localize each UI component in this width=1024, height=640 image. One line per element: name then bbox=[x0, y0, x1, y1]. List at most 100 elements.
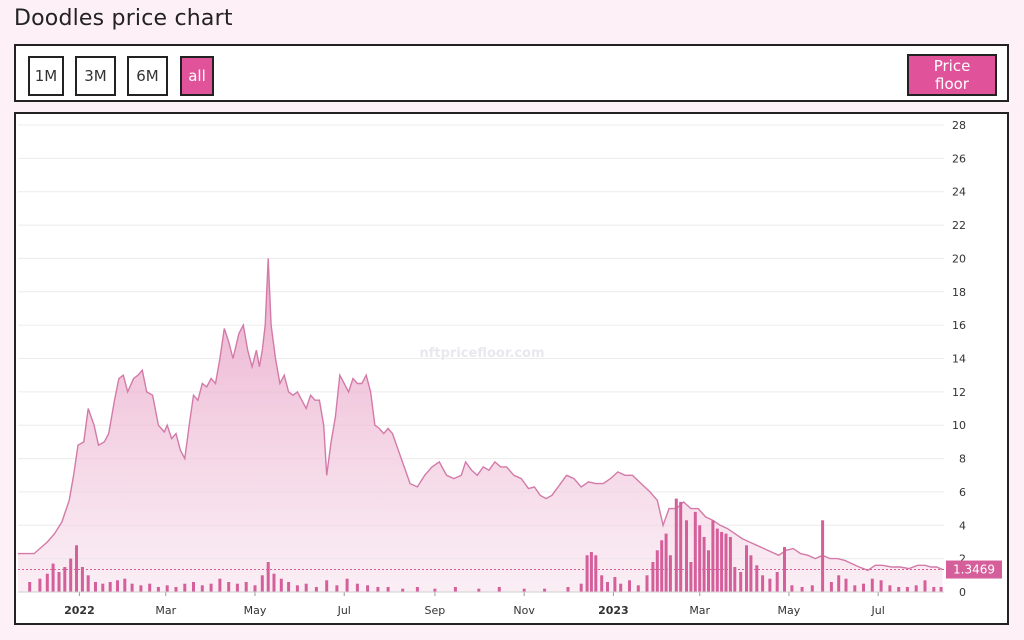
y-tick-label: 18 bbox=[952, 286, 966, 299]
price-chart[interactable]: nftpricefloor.com 0246810121416182022242… bbox=[16, 114, 1007, 623]
last-value-marker: 1.3469 bbox=[18, 560, 1002, 579]
volume-bar bbox=[585, 555, 589, 592]
volume-bar bbox=[810, 585, 814, 592]
range-6m-button[interactable]: 6M bbox=[127, 56, 168, 96]
range-1m-button[interactable]: 1M bbox=[28, 56, 64, 96]
volume-bar bbox=[38, 578, 42, 592]
volume-bar bbox=[366, 585, 370, 592]
volume-bar bbox=[939, 587, 943, 592]
volume-bar bbox=[879, 580, 883, 592]
y-tick-label: 22 bbox=[952, 219, 966, 232]
volume-bar bbox=[345, 578, 349, 592]
price-area bbox=[18, 258, 943, 592]
volume-bar bbox=[698, 525, 702, 592]
volume-bar bbox=[636, 585, 640, 592]
volume-bar bbox=[619, 583, 623, 592]
y-tick-label: 24 bbox=[952, 186, 966, 199]
volume-bar bbox=[130, 583, 134, 592]
x-tick-label: Sep bbox=[425, 604, 446, 617]
volume-bar bbox=[45, 573, 49, 592]
volume-bar bbox=[685, 520, 688, 592]
chart-container[interactable]: nftpricefloor.com 0 2 4 6 8 10 12 14 16 18 20 22 24 2… bbox=[14, 112, 1009, 625]
volume-bar bbox=[86, 575, 90, 592]
volume-bar bbox=[914, 585, 918, 592]
x-tick-label: Jul bbox=[871, 604, 885, 617]
volume-bar bbox=[200, 585, 204, 592]
volume-bar bbox=[244, 582, 248, 592]
x-tick-label: Mar bbox=[689, 604, 710, 617]
y-tick-label: 28 bbox=[952, 119, 966, 132]
volume-bar bbox=[660, 540, 664, 592]
volume-bar bbox=[335, 585, 339, 592]
volume-bar bbox=[165, 585, 169, 592]
volume-bars bbox=[28, 498, 943, 592]
volume-bar bbox=[600, 575, 604, 592]
volume-bar bbox=[209, 583, 213, 592]
y-tick-label: 12 bbox=[952, 386, 966, 399]
volume-bar bbox=[932, 587, 936, 592]
x-tick-label: Jul bbox=[337, 604, 351, 617]
volume-bar bbox=[260, 575, 264, 592]
volume-bar bbox=[668, 555, 672, 592]
volume-bar bbox=[279, 578, 283, 592]
volume-bar bbox=[594, 555, 598, 592]
volume-bar bbox=[453, 587, 457, 592]
volume-bar bbox=[566, 587, 570, 592]
x-tick-label: 2023 bbox=[598, 604, 629, 617]
y-tick-label: 16 bbox=[952, 319, 966, 332]
volume-bar bbox=[69, 558, 73, 592]
volume-bar bbox=[707, 550, 710, 592]
price-area-fill bbox=[18, 258, 943, 592]
volume-bar bbox=[715, 528, 719, 592]
x-axis: 2022 Mar May Jul Sep Nov 2023 Mar May Jul bbox=[18, 591, 944, 617]
range-all-button[interactable]: all bbox=[180, 56, 214, 96]
volume-bar bbox=[645, 575, 649, 592]
volume-bar bbox=[651, 562, 655, 592]
volume-bar bbox=[589, 552, 593, 592]
volume-bar bbox=[755, 565, 759, 592]
volume-bar bbox=[613, 577, 617, 592]
range-toolbar: 1M 3M 6M all Price floor bbox=[14, 44, 1009, 102]
volume-bar bbox=[116, 580, 119, 592]
volume-bar bbox=[761, 575, 765, 592]
volume-bar bbox=[266, 562, 270, 592]
volume-bar bbox=[325, 580, 329, 592]
volume-bar bbox=[745, 545, 748, 592]
x-tick-label: Mar bbox=[155, 604, 176, 617]
volume-bar bbox=[888, 585, 892, 592]
page-title: Doodles price chart bbox=[14, 6, 233, 31]
volume-bar bbox=[790, 585, 794, 592]
volume-bar bbox=[355, 583, 359, 592]
x-tick-label: May bbox=[244, 604, 267, 617]
y-tick-label: 0 bbox=[959, 586, 966, 599]
range-3m-button[interactable]: 3M bbox=[75, 56, 116, 96]
volume-bar bbox=[386, 587, 390, 592]
volume-bar bbox=[768, 578, 772, 592]
volume-bar bbox=[655, 550, 659, 592]
volume-bar bbox=[749, 555, 753, 592]
volume-bar bbox=[227, 582, 231, 592]
volume-bar bbox=[80, 567, 84, 592]
volume-bar bbox=[923, 580, 927, 592]
volume-bar bbox=[148, 583, 152, 592]
volume-bar bbox=[862, 583, 865, 592]
volume-bar bbox=[235, 583, 239, 592]
price-floor-button[interactable]: Price floor bbox=[907, 54, 997, 96]
volume-bar bbox=[720, 532, 724, 592]
volume-bar bbox=[94, 582, 97, 592]
volume-bar bbox=[75, 545, 78, 592]
y-tick-label: 6 bbox=[959, 486, 966, 499]
volume-bar bbox=[253, 585, 257, 592]
volume-bar bbox=[51, 563, 55, 592]
volume-bar bbox=[304, 583, 308, 592]
volume-bar bbox=[123, 578, 127, 592]
volume-bar bbox=[800, 587, 804, 592]
y-tick-label: 20 bbox=[952, 252, 966, 265]
y-tick-label: 10 bbox=[952, 419, 966, 432]
volume-bar bbox=[295, 585, 299, 592]
volume-bar bbox=[522, 588, 526, 592]
volume-bar bbox=[101, 583, 105, 592]
volume-bar bbox=[775, 572, 779, 592]
volume-bar bbox=[733, 567, 737, 592]
volume-bar bbox=[415, 587, 419, 592]
